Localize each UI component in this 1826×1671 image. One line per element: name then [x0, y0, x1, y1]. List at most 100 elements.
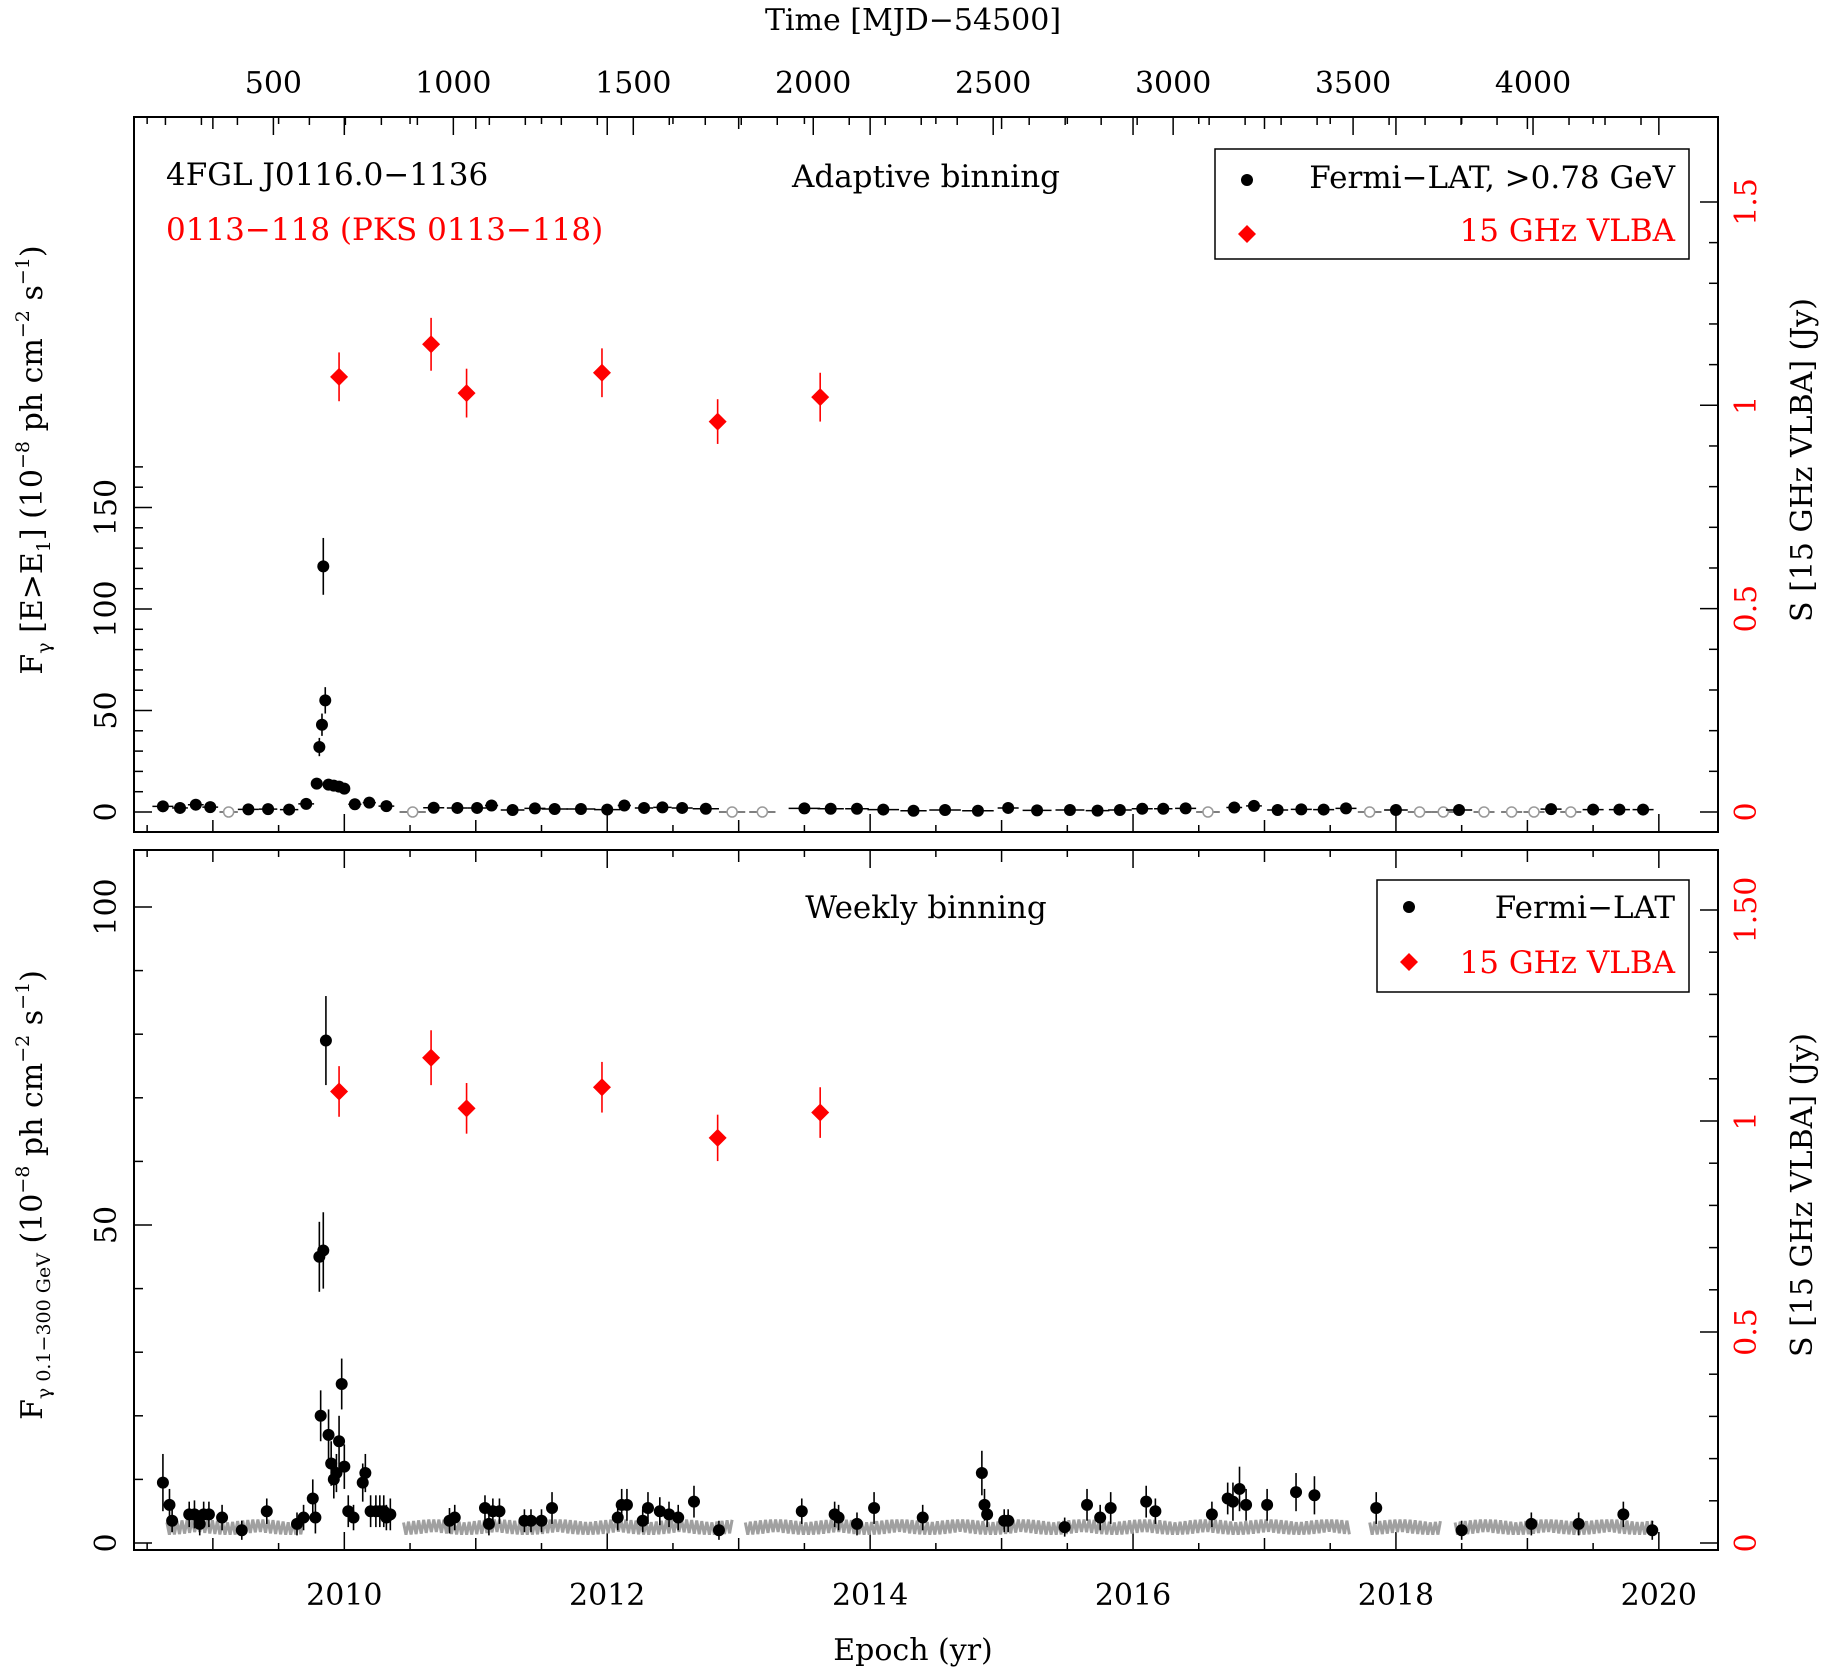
gamma-point [1094, 1511, 1107, 1524]
gamma-point [348, 798, 361, 811]
gamma-point [795, 1505, 808, 1518]
gamma-point [868, 1502, 881, 1515]
upper-limit-point [1363, 806, 1376, 818]
gamma-point [322, 1428, 335, 1441]
bottom-axis-label: Epoch (yr) [833, 1633, 993, 1668]
gamma-point [939, 803, 952, 816]
gamma-point [317, 560, 330, 573]
gamma-point [363, 796, 376, 809]
gamma-point [850, 802, 863, 815]
top-x2tick-label: 3500 [1315, 66, 1391, 101]
gamma-point [1091, 804, 1104, 817]
gamma-point [1290, 1486, 1303, 1499]
gamma-point [347, 1511, 360, 1524]
gamma-point [528, 802, 541, 815]
gamma-point [333, 1435, 346, 1448]
gamma-point [1545, 803, 1558, 816]
upper-limit-point [1565, 806, 1577, 818]
gamma-point [359, 1467, 372, 1480]
top-left-ylabel: Fγ [E>E1] (10−8 ph cm−2 s−1) [12, 245, 55, 674]
gamma-point [335, 1378, 348, 1390]
top-ytick-label-right: 1.5 [1729, 178, 1764, 226]
upper-limit-point [1528, 806, 1540, 818]
gamma-point [1455, 1524, 1468, 1537]
bottom-xtick-label: 2014 [832, 1578, 908, 1613]
gamma-point [1149, 1505, 1162, 1518]
gamma-point [317, 1244, 330, 1257]
upper-limit-point [1413, 806, 1426, 818]
gamma-point [235, 1524, 248, 1537]
bottom-panel-marks [156, 996, 1659, 1540]
gamma-point [319, 694, 332, 707]
upper-limit-point [756, 806, 769, 818]
gamma-point [283, 803, 296, 816]
bottom-xtick-label: 2010 [306, 1578, 382, 1613]
bottom-legend-gamma-marker [1403, 901, 1415, 913]
upper-limit-point [1202, 806, 1214, 818]
gamma-point [618, 799, 631, 812]
top-ytick-label-left: 150 [89, 479, 124, 536]
upper-limit-point [406, 806, 419, 818]
gamma-point [975, 1467, 988, 1480]
gamma-point [306, 1492, 319, 1505]
gamma-point [262, 803, 275, 816]
gamma-point [653, 1505, 666, 1518]
gamma-point [1081, 1498, 1094, 1511]
gamma-point [482, 1517, 495, 1530]
gamma-point [524, 1514, 537, 1527]
radio-point [457, 384, 476, 403]
radio-point [811, 388, 830, 407]
gamma-point [156, 800, 169, 813]
gamma-point [636, 1514, 649, 1527]
upper-limit-point [726, 806, 738, 818]
bottom-xtick-label: 2012 [569, 1578, 645, 1613]
bottom-legend-gamma-label: Fermi−LAT [1495, 890, 1676, 926]
gamma-point [712, 1524, 725, 1537]
gamma-point [448, 1511, 461, 1524]
gamma-point [1613, 803, 1626, 816]
gamma-point [189, 798, 202, 811]
gamma-point [548, 802, 561, 815]
top-right-ylabel: S [15 GHz VLBA] (Jy) [1785, 298, 1820, 622]
gamma-point [1205, 1508, 1218, 1521]
gamma-point [315, 718, 328, 731]
bottom-legend-box [1376, 879, 1690, 993]
bottom-xtick-label: 2020 [1621, 1578, 1697, 1613]
gamma-point [672, 1511, 685, 1524]
gamma-point [1271, 803, 1284, 816]
gamma-point [1389, 803, 1402, 816]
gamma-point [1228, 801, 1241, 814]
gamma-point [297, 1511, 310, 1524]
gamma-point [1240, 1498, 1253, 1511]
gamma-point [204, 801, 217, 814]
bottom-ytick-label-right: 0 [1729, 1533, 1764, 1552]
gamma-point [1646, 1524, 1659, 1537]
gamma-point [314, 1409, 327, 1422]
gamma-point [1617, 1508, 1630, 1521]
bottom-panel-ticks: 0 50 100 0 0.5 1 1.50 2010 2012 2014 2016 2018 2020 [89, 850, 1764, 1613]
gamma-point [471, 801, 484, 814]
bottom-ytick-label-right: 0.5 [1729, 1308, 1764, 1356]
gamma-point [193, 1517, 206, 1530]
gamma-point [824, 802, 837, 815]
top-x2tick-label: 2000 [775, 66, 851, 101]
gamma-point [641, 1502, 654, 1515]
gamma-point [1179, 802, 1192, 815]
radio-point [592, 363, 611, 382]
gamma-point [260, 1505, 273, 1518]
radio-point [708, 1128, 727, 1147]
gamma-point [916, 1511, 929, 1524]
bottom-legend-radio-label: 15 GHz VLBA [1460, 945, 1676, 981]
gamma-point [242, 803, 255, 816]
gamma-point [166, 1514, 179, 1527]
top-x2tick-label: 1500 [595, 66, 671, 101]
upper-limit-point [1505, 806, 1518, 818]
gamma-point [1317, 803, 1330, 816]
top-x2tick-label: 2500 [955, 66, 1031, 101]
gamma-point [1247, 799, 1260, 812]
gamma-point [1572, 1517, 1585, 1530]
bottom-ytick-label-right: 1 [1729, 1111, 1764, 1130]
gamma-point [1113, 803, 1126, 816]
radio-point [330, 367, 349, 386]
radio-source-name: 0113−118 (PKS 0113−118) [166, 212, 603, 248]
